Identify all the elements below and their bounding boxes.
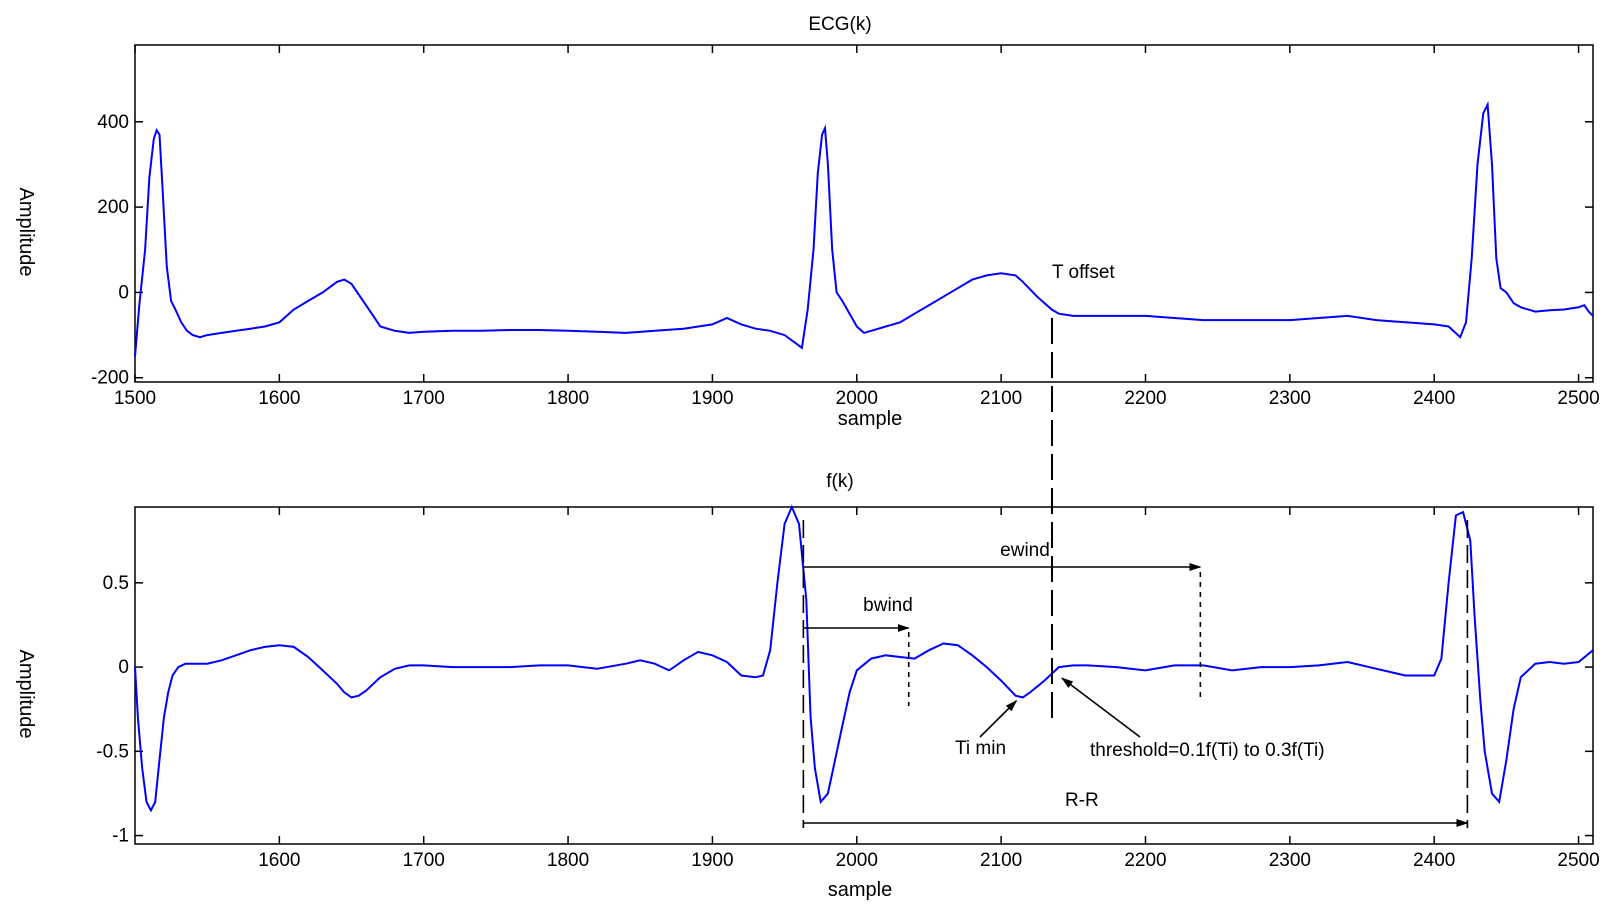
ti-min-label: Ti min bbox=[955, 738, 1006, 759]
f-plot-panel: f(k) 1600 1700 1800 1900 2000 2100 2200 2300 240… bbox=[15, 471, 1600, 901]
f-ytick-label: -1 bbox=[112, 826, 129, 847]
threshold-label: threshold=0.1f(Ti) to 0.3f(Ti) bbox=[1090, 740, 1325, 761]
ti-min-arrow bbox=[979, 700, 1018, 738]
f-xtick-label: 2500 bbox=[1557, 850, 1599, 871]
ecg-ytick-label: -200 bbox=[91, 368, 129, 389]
f-xtick-label: 1800 bbox=[547, 850, 589, 871]
ecg-plot-title: ECG(k) bbox=[808, 14, 871, 35]
ecg-plot-panel: ECG(k) 1500 1600 1700 1800 1900 2000 2100 2200 2… bbox=[15, 14, 1600, 430]
ecg-ytick-label: 200 bbox=[97, 197, 129, 218]
f-xtick-label: 2200 bbox=[1124, 850, 1166, 871]
ecg-xtick-label: 2000 bbox=[836, 388, 878, 409]
f-ticks: 1600 1700 1800 1900 2000 2100 2200 2300 2400 2500… bbox=[96, 507, 1600, 871]
ecg-xtick-label: 2400 bbox=[1413, 388, 1455, 409]
ecg-xtick-label: 1700 bbox=[403, 388, 445, 409]
ecg-xtick-label: 2100 bbox=[980, 388, 1022, 409]
f-ytick-label: -0.5 bbox=[96, 741, 129, 762]
bwind-label: bwind bbox=[863, 595, 913, 616]
ecg-xtick-label: 1800 bbox=[547, 388, 589, 409]
f-xtick-label: 2100 bbox=[980, 850, 1022, 871]
ewind-label: ewind bbox=[1000, 540, 1050, 561]
f-xtick-label: 2000 bbox=[836, 850, 878, 871]
f-series-line bbox=[134, 504, 1594, 813]
f-plot-frame bbox=[134, 506, 1594, 845]
f-ytick-label: 0.5 bbox=[103, 573, 129, 594]
ecg-series-line bbox=[134, 101, 1594, 357]
ecg-ticks: 1500 1600 1700 1800 1900 2000 2100 2200 2300 2400… bbox=[91, 45, 1600, 409]
f-xtick-label: 1700 bbox=[403, 850, 445, 871]
f-ylabel: Amplitude bbox=[15, 650, 37, 739]
f-xtick-label: 1600 bbox=[258, 850, 300, 871]
f-xtick-label: 2300 bbox=[1269, 850, 1311, 871]
rr-label: R-R bbox=[1065, 790, 1099, 811]
ecg-xtick-label: 2200 bbox=[1124, 388, 1166, 409]
f-xtick-label: 1900 bbox=[691, 850, 733, 871]
f-xtick-label: 2400 bbox=[1413, 850, 1455, 871]
ecg-ytick-label: 400 bbox=[97, 112, 129, 133]
ecg-xtick-label: 2500 bbox=[1557, 388, 1599, 409]
f-ytick-label: 0 bbox=[118, 657, 129, 678]
f-annotation-lines bbox=[802, 520, 1469, 828]
f-plot-title: f(k) bbox=[826, 471, 853, 492]
threshold-arrow bbox=[1061, 677, 1141, 738]
ecg-xlabel: sample bbox=[838, 408, 902, 430]
ecg-xtick-label: 2300 bbox=[1269, 388, 1311, 409]
ecg-xtick-label: 1600 bbox=[258, 388, 300, 409]
t-offset-label: T offset bbox=[1052, 262, 1115, 283]
f-xlabel: sample bbox=[828, 879, 892, 901]
ecg-plot-frame bbox=[134, 44, 1594, 383]
ecg-xtick-label: 1900 bbox=[691, 388, 733, 409]
ecg-ytick-label: 0 bbox=[118, 282, 129, 303]
ecg-ylabel: Amplitude bbox=[15, 188, 37, 277]
ecg-xtick-label: 1500 bbox=[114, 388, 156, 409]
